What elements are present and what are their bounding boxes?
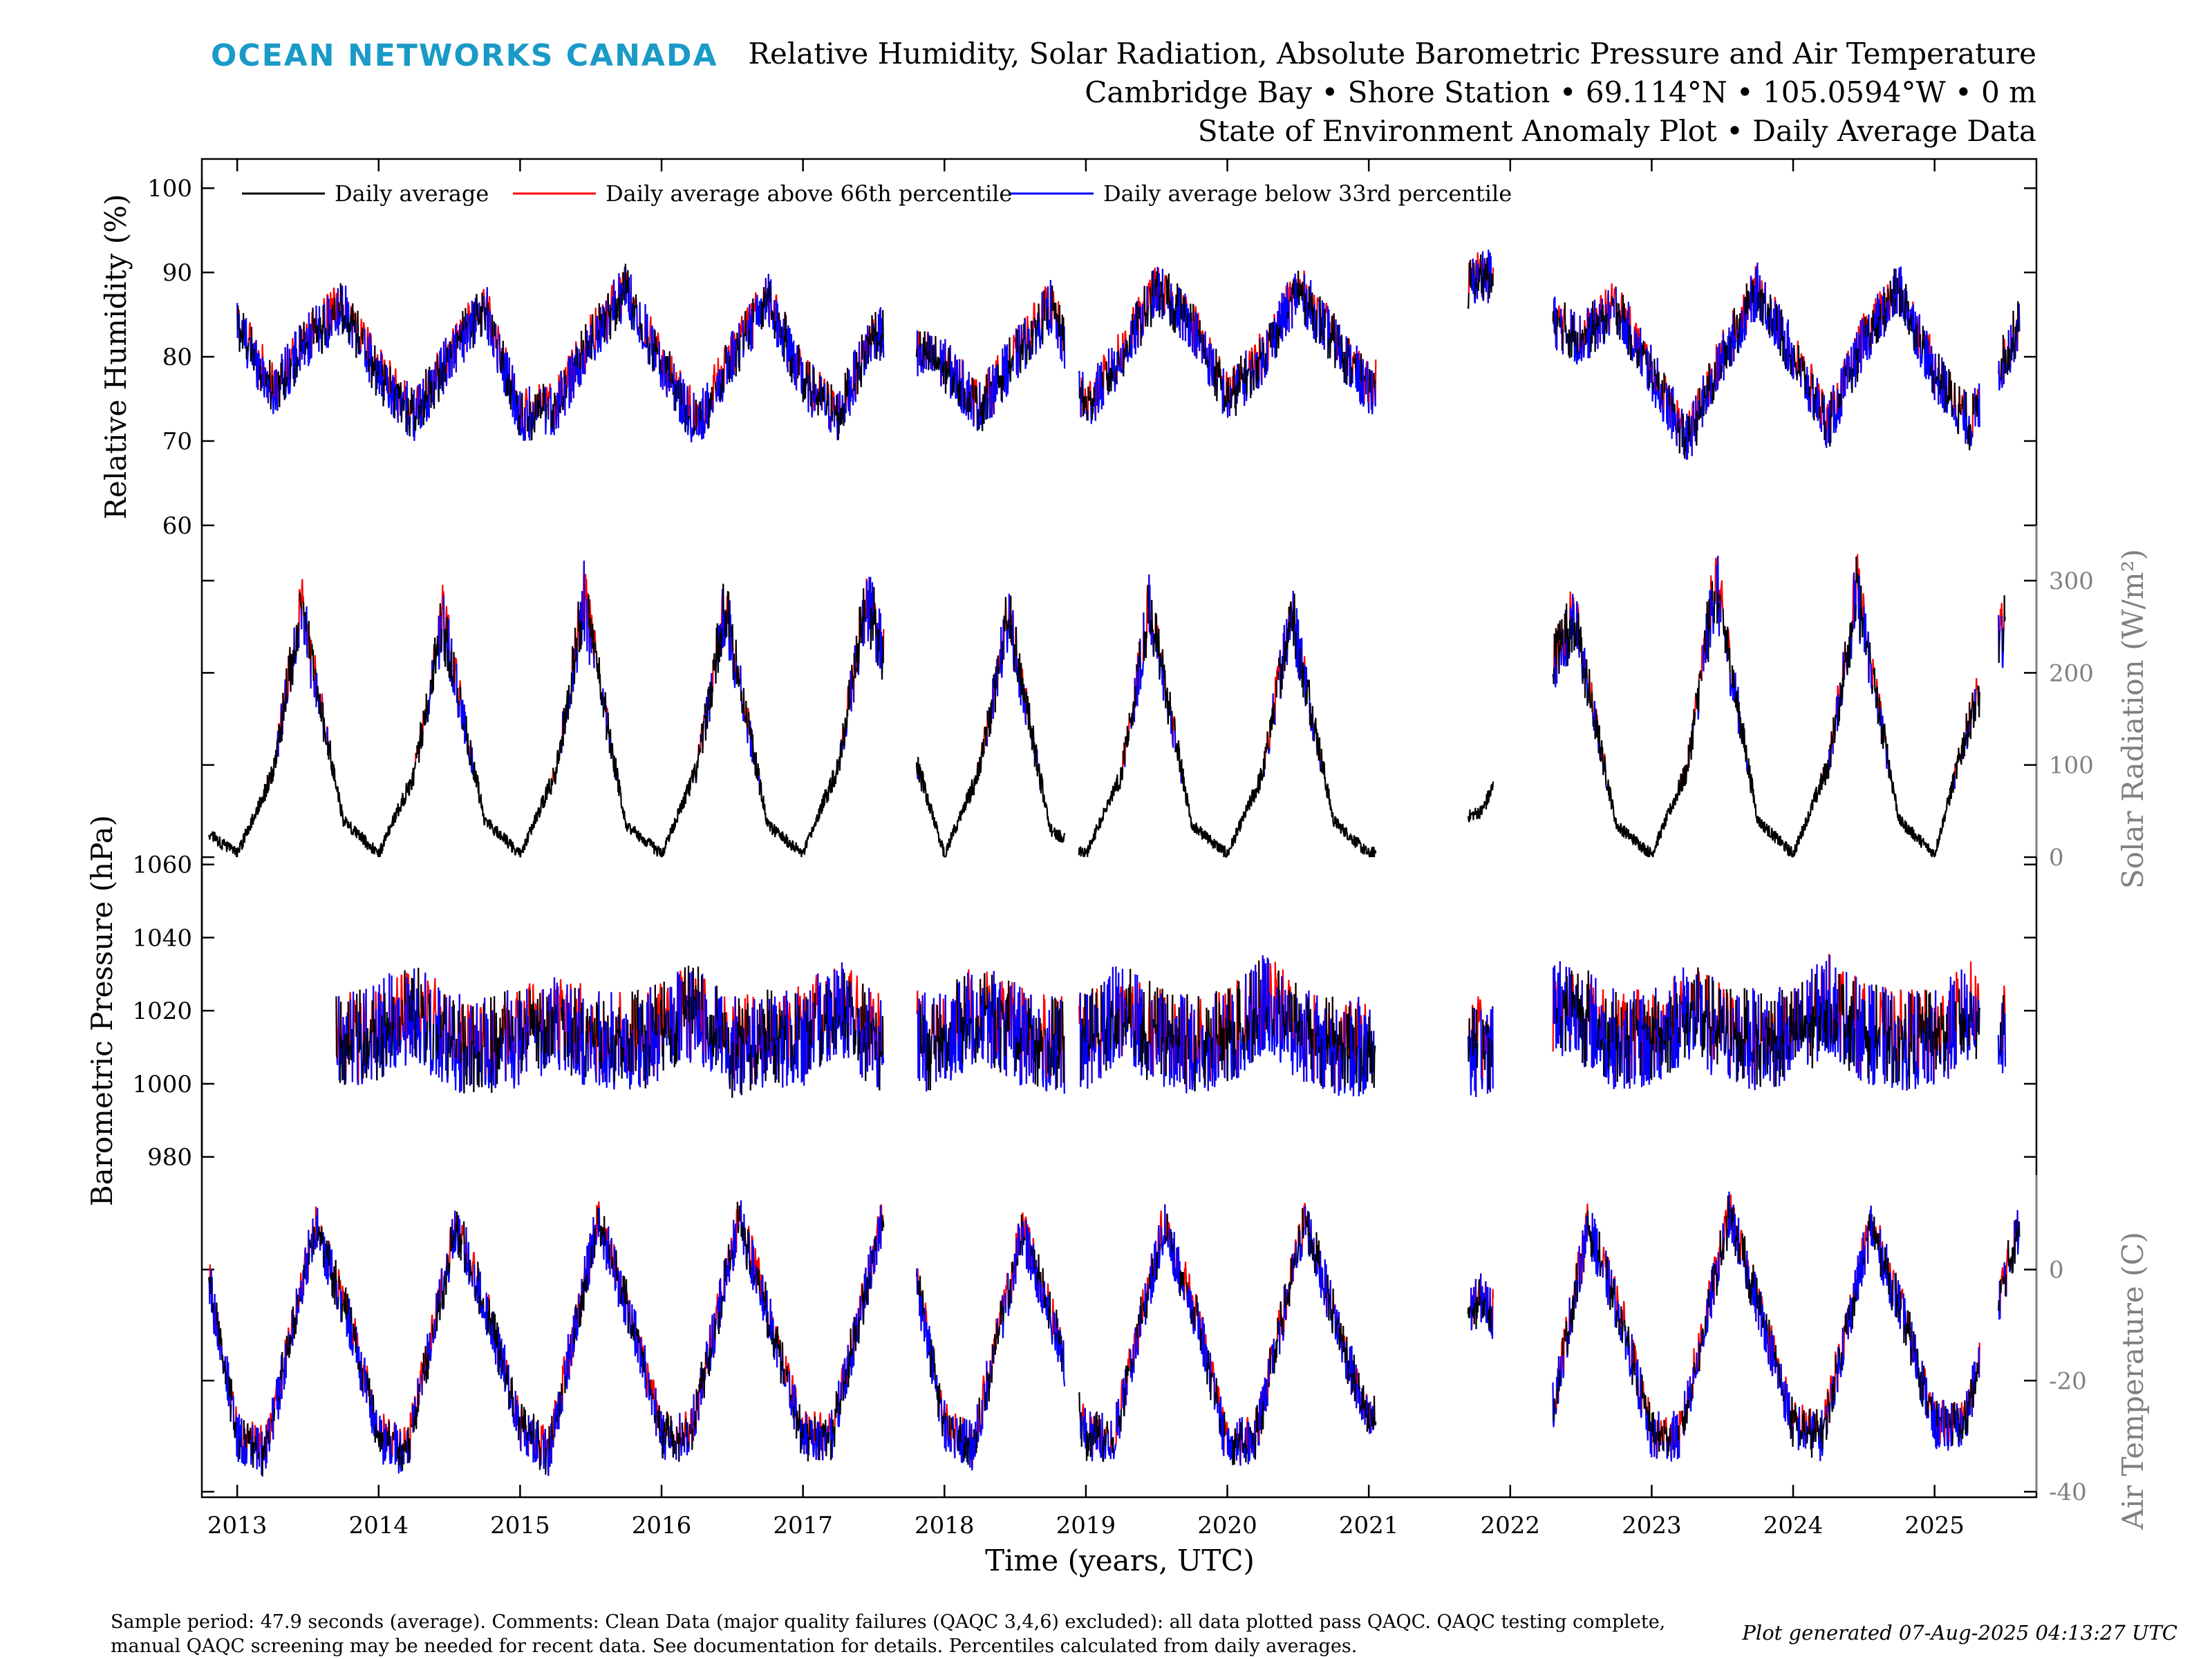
x-tick-label-2023: 2023 xyxy=(1622,1512,1682,1539)
x-tick-label-2015: 2015 xyxy=(490,1512,550,1539)
legend-label-0: Daily average xyxy=(335,180,489,207)
pressure-ytick-label-1060: 1060 xyxy=(132,852,192,879)
humidity-y-axis-label: Relative Humidity (%) xyxy=(99,194,133,520)
panel-temperature: -40 -20 0 Air Temperature (C) xyxy=(202,1175,2150,1530)
humidity-ytick-label-80: 80 xyxy=(162,344,192,371)
title-line-1: Relative Humidity, Solar Radiation, Abso… xyxy=(748,37,2036,71)
humidity-ytick-label-90: 90 xyxy=(162,259,192,287)
temperature-ytick-label--20: -20 xyxy=(2049,1367,2087,1395)
solar-ytick-label-100: 100 xyxy=(2049,752,2094,780)
title-line-3: State of Environment Anomaly Plot • Dail… xyxy=(1198,114,2036,148)
temperature-series-blue xyxy=(208,1191,2021,1477)
legend: Daily average Daily average above 66th pe… xyxy=(242,180,1512,207)
temperature-series-red xyxy=(209,1191,2018,1475)
footer-line-2: manual QAQC screening may be needed for … xyxy=(111,1635,1357,1657)
pressure-ytick-label-1000: 1000 xyxy=(132,1071,192,1098)
plot-area: 2013 2014 2015 2016 2017 2018 2019 2020 2021 2022… xyxy=(85,158,2150,1539)
humidity-ytick-label-100: 100 xyxy=(147,175,192,203)
temperature-y-axis-label: Air Temperature (C) xyxy=(2116,1232,2150,1530)
x-axis-label: Time (years, UTC) xyxy=(985,1544,1255,1577)
x-tick-label-2022: 2022 xyxy=(1481,1512,1541,1539)
panel-solar: 0 100 200 300 Solar Radiation (W/m²) xyxy=(202,525,2150,889)
temperature-ytick-label-0: 0 xyxy=(2049,1257,2064,1284)
x-tick-label-2021: 2021 xyxy=(1339,1512,1399,1539)
panel-pressure: 980 1000 1020 1040 1060 Barometric Pressure (… xyxy=(85,815,2036,1206)
solar-series-red xyxy=(266,554,2005,790)
title-line-2: Cambridge Bay • Shore Station • 69.114°N… xyxy=(1085,75,2036,109)
pressure-ytick-label-980: 980 xyxy=(147,1144,192,1172)
humidity-ytick-label-70: 70 xyxy=(162,428,192,456)
solar-series-blue xyxy=(274,555,2004,796)
x-tick-label-2018: 2018 xyxy=(915,1512,975,1539)
x-tick-label-2014: 2014 xyxy=(349,1512,409,1539)
x-tick-label-2025: 2025 xyxy=(1904,1512,1965,1539)
x-tick-label-2024: 2024 xyxy=(1763,1512,1824,1539)
humidity-series-black xyxy=(237,254,2019,459)
pressure-ytick-label-1020: 1020 xyxy=(132,997,192,1025)
solar-ytick-label-200: 200 xyxy=(2049,659,2094,687)
legend-label-2: Daily average below 33rd percentile xyxy=(1103,180,1512,207)
solar-series-black xyxy=(208,556,2006,859)
panel-humidity: 60 70 80 90 100 Relative Humidity (%) xyxy=(99,175,2036,540)
brand-logo: OCEAN NETWORKS CANADA xyxy=(211,38,718,73)
pressure-y-axis-label: Barometric Pressure (hPa) xyxy=(85,815,119,1206)
solar-ytick-label-300: 300 xyxy=(2049,568,2094,595)
pressure-series-black xyxy=(335,960,2005,1098)
x-tick-label-2019: 2019 xyxy=(1056,1512,1116,1539)
legend-label-1: Daily average above 66th percentile xyxy=(606,180,1012,207)
temperature-series-black xyxy=(208,1195,2020,1477)
solar-y-axis-label: Solar Radiation (W/m²) xyxy=(2116,549,2150,889)
temperature-ytick-label--40: -40 xyxy=(2049,1479,2087,1506)
pressure-ytick-label-1040: 1040 xyxy=(132,924,192,952)
x-tick-label-2020: 2020 xyxy=(1197,1512,1257,1539)
x-tick-label-2017: 2017 xyxy=(773,1512,833,1539)
x-tick-label-2013: 2013 xyxy=(207,1512,268,1539)
footer-line-1: Sample period: 47.9 seconds (average). C… xyxy=(111,1611,1665,1633)
solar-ytick-label-0: 0 xyxy=(2049,844,2064,872)
humidity-ytick-label-60: 60 xyxy=(162,512,192,540)
x-tick-label-2016: 2016 xyxy=(632,1512,692,1539)
plot-generated-stamp: Plot generated 07-Aug-2025 04:13:27 UTC xyxy=(1741,1621,2177,1644)
